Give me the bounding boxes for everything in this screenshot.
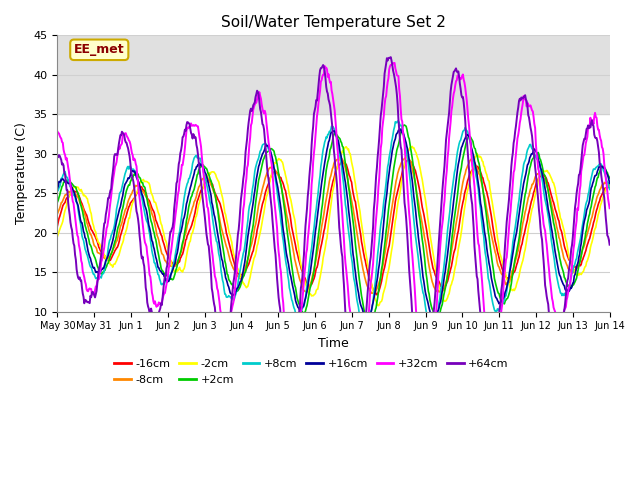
- Line: +8cm: +8cm: [58, 121, 610, 331]
- +16cm: [63, 179, 71, 185]
- +8cm: [394, 118, 401, 124]
- Legend: -16cm, -8cm, -2cm, +2cm, +8cm, +16cm, +32cm, +64cm: -16cm, -8cm, -2cm, +2cm, +8cm, +16cm, +3…: [109, 355, 513, 389]
- Line: -2cm: -2cm: [58, 146, 610, 306]
- Bar: [58, 36, 610, 114]
- +8cm: [205, 197, 213, 203]
- Line: +2cm: +2cm: [58, 125, 610, 319]
- +8cm: [63, 175, 71, 180]
- -16cm: [404, 157, 412, 163]
- +64cm: [63, 187, 71, 193]
- +2cm: [419, 237, 426, 242]
- +64cm: [606, 242, 614, 248]
- +16cm: [177, 230, 184, 236]
- +2cm: [365, 316, 372, 322]
- -2cm: [419, 177, 426, 182]
- Y-axis label: Temperature (C): Temperature (C): [15, 122, 28, 225]
- Line: -8cm: -8cm: [58, 156, 610, 293]
- +64cm: [401, 206, 409, 212]
- -8cm: [177, 252, 184, 258]
- -2cm: [205, 170, 213, 176]
- +32cm: [120, 132, 128, 137]
- +2cm: [177, 250, 184, 256]
- -16cm: [205, 178, 213, 183]
- -8cm: [205, 179, 213, 185]
- -2cm: [606, 180, 614, 186]
- -8cm: [369, 290, 376, 296]
- -8cm: [54, 211, 61, 216]
- X-axis label: Time: Time: [318, 337, 349, 350]
- +64cm: [120, 132, 128, 138]
- +32cm: [205, 222, 213, 228]
- -16cm: [606, 185, 614, 191]
- +64cm: [418, 386, 426, 392]
- +2cm: [120, 197, 128, 203]
- +32cm: [418, 358, 426, 363]
- -2cm: [63, 197, 71, 203]
- -8cm: [403, 153, 410, 159]
- +32cm: [391, 60, 399, 66]
- +8cm: [606, 187, 614, 192]
- +16cm: [364, 318, 372, 324]
- +32cm: [401, 154, 409, 159]
- Title: Soil/Water Temperature Set 2: Soil/Water Temperature Set 2: [221, 15, 446, 30]
- +8cm: [177, 224, 184, 229]
- +16cm: [54, 185, 61, 191]
- -8cm: [419, 220, 426, 226]
- -16cm: [120, 220, 128, 226]
- +32cm: [606, 205, 614, 211]
- -2cm: [374, 303, 382, 309]
- +32cm: [54, 129, 61, 134]
- +16cm: [205, 186, 213, 192]
- +32cm: [424, 372, 431, 378]
- -16cm: [63, 195, 71, 201]
- -2cm: [120, 232, 128, 238]
- +8cm: [120, 175, 128, 180]
- -2cm: [177, 267, 184, 273]
- Line: +64cm: +64cm: [58, 57, 610, 394]
- +2cm: [54, 199, 61, 205]
- +64cm: [387, 54, 395, 60]
- -8cm: [120, 211, 128, 216]
- Line: +16cm: +16cm: [58, 129, 610, 321]
- -8cm: [606, 182, 614, 188]
- -2cm: [54, 233, 61, 239]
- +8cm: [54, 187, 61, 192]
- -16cm: [54, 223, 61, 228]
- Text: EE_met: EE_met: [74, 43, 125, 56]
- +16cm: [419, 266, 426, 272]
- +8cm: [419, 285, 426, 291]
- Line: -16cm: -16cm: [58, 160, 610, 295]
- +16cm: [403, 140, 410, 145]
- -16cm: [419, 204, 426, 210]
- +16cm: [120, 184, 128, 190]
- +64cm: [177, 151, 184, 156]
- +64cm: [419, 391, 426, 396]
- +16cm: [396, 126, 404, 132]
- +2cm: [401, 122, 408, 128]
- -8cm: [63, 191, 71, 196]
- +64cm: [205, 251, 213, 257]
- -8cm: [401, 156, 409, 161]
- -2cm: [408, 144, 416, 149]
- -2cm: [401, 157, 409, 163]
- +64cm: [54, 153, 61, 159]
- +8cm: [403, 147, 410, 153]
- -16cm: [401, 160, 409, 166]
- +8cm: [359, 328, 367, 334]
- +2cm: [205, 174, 213, 180]
- Line: +32cm: +32cm: [58, 63, 610, 375]
- +16cm: [606, 180, 614, 186]
- +32cm: [63, 159, 71, 165]
- -16cm: [177, 255, 184, 261]
- +32cm: [177, 175, 184, 181]
- +2cm: [63, 178, 71, 183]
- -16cm: [373, 292, 381, 298]
- +2cm: [403, 123, 410, 129]
- +2cm: [606, 175, 614, 181]
